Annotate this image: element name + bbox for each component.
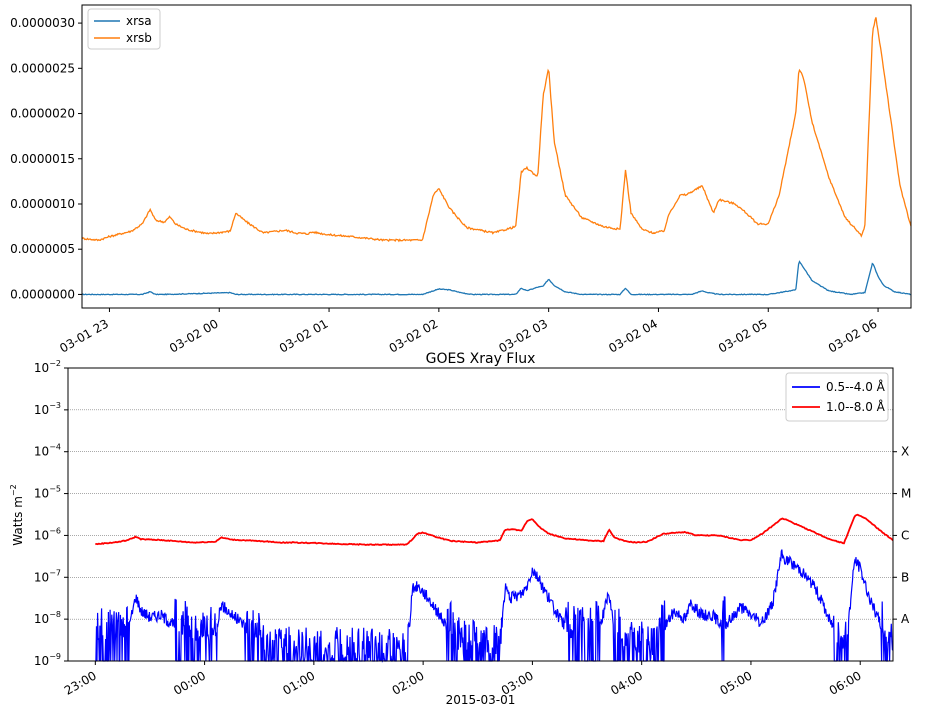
y-tick-label-2: 10−7 bbox=[34, 568, 61, 584]
y-tick-label-1: 0.0000005 bbox=[10, 242, 75, 256]
series-line-0 bbox=[95, 549, 894, 663]
y-axis-label-exponent: −2 bbox=[9, 484, 18, 496]
y-tick-base-4: 10 bbox=[34, 487, 49, 501]
plot-frame bbox=[81, 4, 912, 309]
y-tick-label-4: 0.0000020 bbox=[10, 107, 75, 121]
x-tick-label-1: 00:00 bbox=[171, 668, 208, 697]
legend-label-1: 1.0--8.0 Å bbox=[826, 399, 886, 414]
y-axis-label: Watts m−2 bbox=[9, 484, 25, 545]
legend-label-xrsa: xrsa bbox=[126, 14, 152, 28]
flare-class-label-B: B bbox=[901, 570, 909, 584]
x-tick-label-5: 03-02 04 bbox=[606, 316, 660, 355]
y-axis-label-text: Watts m bbox=[11, 496, 25, 546]
series-line-xrsa bbox=[81, 260, 912, 296]
y-tick-exponent-2: −7 bbox=[49, 568, 61, 577]
y-tick-label-3: 0.0000015 bbox=[10, 152, 75, 166]
legend: 0.5--4.0 Å 1.0--8.0 Å bbox=[785, 372, 889, 422]
y-tick-label-6: 0.0000030 bbox=[10, 16, 75, 30]
plot-area bbox=[82, 5, 911, 308]
x-tick-label-3: 03-02 02 bbox=[387, 316, 441, 355]
y-tick-label-6: 10−3 bbox=[34, 401, 61, 417]
y-tick-exponent-7: −2 bbox=[49, 359, 61, 368]
series-line-1 bbox=[95, 513, 894, 547]
x-tick-label-0: 03-01 23 bbox=[57, 316, 111, 355]
y-tick-exponent-1: −8 bbox=[49, 610, 61, 619]
plot-area bbox=[68, 368, 893, 661]
legend-box bbox=[87, 8, 161, 50]
x-tick-label-7: 03-02 06 bbox=[826, 316, 880, 355]
chart-1: 0.0000000 0.0000005 0.0000010 0.0000015 0.00… bbox=[10, 4, 912, 356]
legend-box bbox=[785, 372, 889, 422]
y-tick-base-5: 10 bbox=[34, 445, 49, 459]
y-tick-label-0: 10−9 bbox=[34, 652, 61, 668]
y-tick-label-1: 10−8 bbox=[34, 610, 61, 626]
y-tick-label-2: 0.0000010 bbox=[10, 197, 75, 211]
legend: xrsa xrsb bbox=[87, 8, 161, 50]
y-tick-exponent-0: −9 bbox=[49, 652, 61, 661]
chart-2: GOES Xray Flux10−910−810−710−610−510−410… bbox=[9, 351, 911, 707]
flare-class-label-C: C bbox=[901, 528, 909, 542]
x-tick-label-3: 02:00 bbox=[390, 668, 427, 697]
x-tick-label-2: 01:00 bbox=[280, 668, 317, 697]
y-tick-label-7: 10−2 bbox=[34, 359, 61, 375]
y-tick-label-5: 10−4 bbox=[34, 443, 61, 459]
y-tick-exponent-4: −5 bbox=[49, 485, 61, 494]
y-tick-label-5: 0.0000025 bbox=[10, 61, 75, 75]
y-tick-label-4: 10−5 bbox=[34, 485, 61, 501]
y-tick-exponent-5: −4 bbox=[49, 443, 61, 452]
x-tick-label-1: 03-02 00 bbox=[167, 316, 221, 355]
y-tick-label-3: 10−6 bbox=[34, 526, 61, 542]
y-tick-base-7: 10 bbox=[34, 361, 49, 375]
x-axis-label: 2015-03-01 bbox=[446, 693, 516, 707]
flare-class-label-A: A bbox=[901, 612, 910, 626]
y-tick-base-3: 10 bbox=[34, 528, 49, 542]
y-tick-exponent-3: −6 bbox=[49, 526, 61, 535]
flare-class-label-X: X bbox=[901, 445, 909, 459]
y-tick-base-0: 10 bbox=[34, 654, 49, 668]
y-tick-label-0: 0.0000000 bbox=[10, 287, 75, 301]
flare-class-label-M: M bbox=[901, 487, 911, 501]
plot-frame bbox=[67, 367, 894, 662]
legend-label-xrsb: xrsb bbox=[126, 31, 152, 45]
chart-title: GOES Xray Flux bbox=[426, 351, 536, 367]
x-tick-label-4: 03-02 03 bbox=[496, 316, 550, 355]
legend-label-0: 0.5--4.0 Å bbox=[826, 379, 886, 394]
y-tick-base-2: 10 bbox=[34, 570, 49, 584]
y-tick-base-1: 10 bbox=[34, 612, 49, 626]
x-tick-label-7: 06:00 bbox=[827, 668, 864, 697]
y-tick-exponent-6: −3 bbox=[49, 401, 61, 410]
series-line-xrsb bbox=[81, 17, 912, 243]
x-tick-label-6: 05:00 bbox=[717, 668, 754, 697]
x-tick-label-0: 23:00 bbox=[62, 668, 99, 697]
x-tick-label-6: 03-02 05 bbox=[716, 316, 770, 355]
x-tick-label-5: 04:00 bbox=[608, 668, 645, 697]
y-tick-base-6: 10 bbox=[34, 403, 49, 417]
x-tick-label-2: 03-02 01 bbox=[277, 316, 331, 355]
